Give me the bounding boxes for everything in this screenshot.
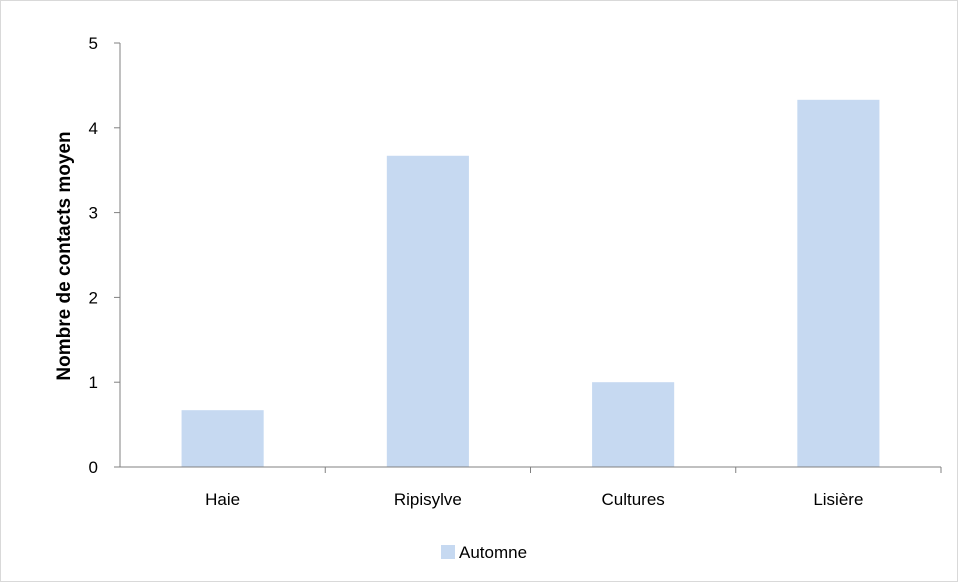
y-tick-label: 2: [89, 288, 98, 307]
legend: Automne: [441, 543, 527, 562]
x-axis-labels: Haie Ripisylve Cultures Lisière: [205, 467, 942, 509]
y-tick-label: 4: [89, 119, 98, 138]
bar: [181, 410, 264, 467]
bar: [592, 382, 675, 467]
y-tick-label: 0: [89, 458, 98, 477]
x-tick-label: Haie: [205, 490, 240, 509]
y-tick-label: 1: [89, 373, 98, 392]
x-tick-label: Ripisylve: [394, 490, 462, 509]
x-tick-label: Cultures: [601, 490, 664, 509]
legend-swatch: [441, 545, 455, 559]
y-tick-label: 3: [89, 204, 98, 223]
x-tick-label: Lisière: [813, 490, 863, 509]
bar: [797, 99, 880, 467]
y-tick-label: 5: [89, 34, 98, 53]
y-axis-title: Nombre de contacts moyen: [54, 131, 75, 380]
bars: [181, 99, 880, 467]
y-axis-ticks: 0 1 2 3 4 5: [89, 34, 120, 477]
legend-label: Automne: [459, 543, 527, 562]
bar: [386, 155, 469, 467]
